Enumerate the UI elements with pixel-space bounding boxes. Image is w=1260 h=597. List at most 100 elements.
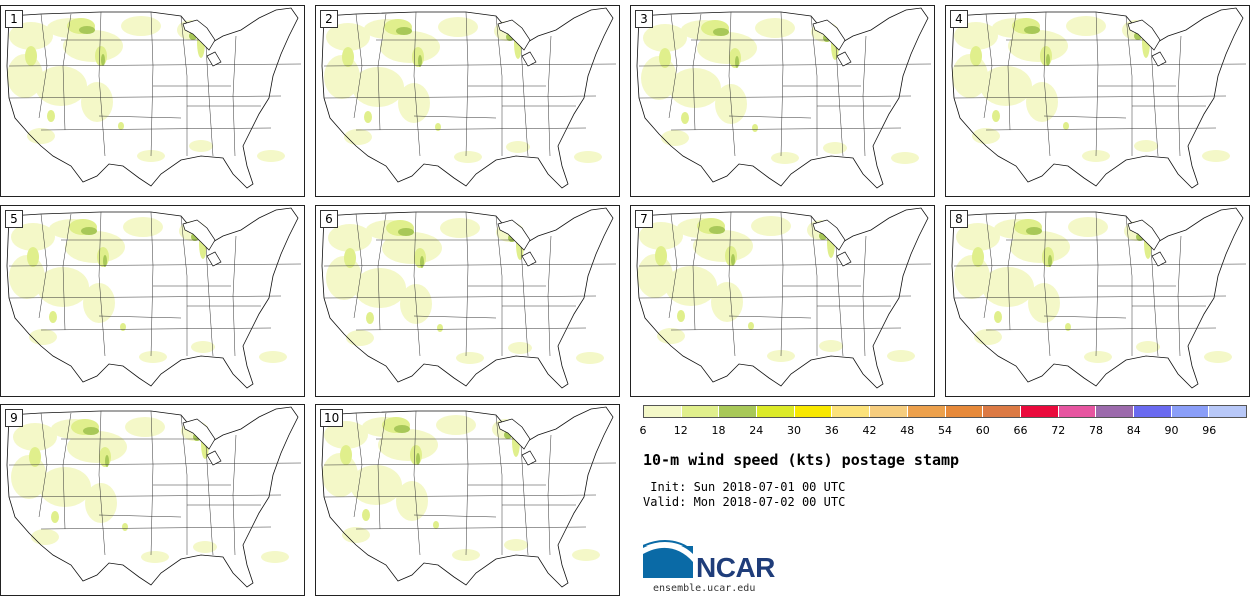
map-us-contiguous [6,7,302,189]
state-border [547,235,552,357]
wind-speed-shading [954,22,998,50]
state-border [8,63,302,67]
state-border [520,245,529,357]
wind-speed-shading [47,110,55,122]
colorbar-tick-label: 90 [1164,424,1179,437]
wind-speed-shading [414,248,426,268]
wind-speed-shading [366,312,374,324]
wind-speed-shading [326,256,362,300]
wind-speed-shading [346,330,374,346]
state-border [323,462,617,466]
great-lakes [182,19,222,67]
state-border [638,95,912,99]
wind-speed-shading [261,551,289,563]
wind-speed-shading [362,509,370,521]
state-border [323,494,597,498]
wind-speed-shading [982,267,1034,307]
colorbar-tick-label: 30 [787,424,801,437]
wind-speed-shading [1048,255,1052,267]
wind-speed-shading [350,465,402,505]
postage-stamp-panel-9: 9 [0,404,305,596]
wind-speed-shading [354,268,406,308]
state-border [1043,315,1127,319]
wind-speed-shading [340,445,352,465]
init-valid-times: Init: Sun 2018-07-01 00 UTC Valid: Mon 20… [643,480,845,510]
state-border [8,263,302,267]
wind-speed-shading [101,54,105,66]
state-border [40,327,272,331]
state-border [353,412,363,518]
state-border [835,245,844,357]
wind-speed-shading [29,447,41,467]
map-us-contiguous [636,207,932,389]
wind-speed-shading [641,56,677,100]
wind-speed-shading [637,254,673,298]
wind-speed-shading [342,527,370,543]
state-border [495,215,503,356]
coastline [636,207,929,389]
wind-speed-shading [382,232,442,264]
wind-speed-shading [416,453,420,465]
wind-speed-shading [1134,140,1158,152]
colorbar-tick-label: 48 [900,424,915,437]
colorbar-tick-label: 84 [1126,424,1141,437]
state-border [98,514,182,518]
colorbar-segment [870,406,908,417]
colorbar-segment [644,406,682,417]
wind-speed-shading [697,32,757,64]
state-border [1007,13,1017,131]
wind-speed-shading [99,447,111,467]
chart-title: 10-m wind speed (kts) postage stamp [643,451,960,469]
wind-speed-shading [994,311,1002,323]
state-border [38,13,48,119]
state-border [465,11,469,157]
panel-member-label: 3 [635,10,653,28]
state-border [728,315,812,319]
postage-stamp-panel-1: 1 [0,5,305,197]
colorbar-segment [832,406,871,417]
state-border [8,95,282,99]
wind-speed-shading [731,254,735,266]
state-border [353,13,363,119]
wind-speed-shading [665,266,717,306]
state-border [150,410,154,556]
state-border [953,63,1247,67]
map-us-contiguous [6,406,302,588]
wind-speed-shading [380,31,440,63]
state-border [520,45,529,157]
coastline [321,207,614,389]
wind-speed-shading [95,46,107,66]
wind-speed-shading [324,421,368,449]
state-border [62,412,72,530]
colorbar-tick-label: 12 [673,424,688,437]
wind-speed-shading [259,351,287,363]
great-lakes [497,19,537,67]
coastline [321,406,614,588]
state-border [150,11,154,157]
state-border [547,35,552,157]
colorbar-segment [1209,406,1246,417]
panel-member-label: 9 [5,409,23,427]
state-border [355,127,587,131]
wind-speed-shading [9,22,53,50]
map-us-contiguous [6,207,302,389]
panel-member-label: 5 [5,210,23,228]
wind-speed-shading [887,350,915,362]
wind-speed-shading [118,122,124,130]
map-us-contiguous [951,207,1247,389]
wind-speed-shading [65,231,125,263]
state-border [638,295,912,299]
wind-speed-shading [1046,54,1050,66]
wind-speed-shading [435,123,441,131]
colorbar-segment [794,406,833,417]
colorbar-tick-labels: 6 12 18 24 30 36 42 48 54 60 66 72 78 84 90 96 [640,424,1247,438]
wind-speed-shading [139,351,167,363]
state-border [1177,35,1182,157]
state-border [780,211,784,357]
map-us-contiguous [321,207,617,389]
wind-speed-shading [508,342,532,354]
wind-speed-shading [669,68,721,108]
state-border [98,115,182,119]
state-border [862,35,867,157]
wind-speed-shading [1136,341,1160,353]
